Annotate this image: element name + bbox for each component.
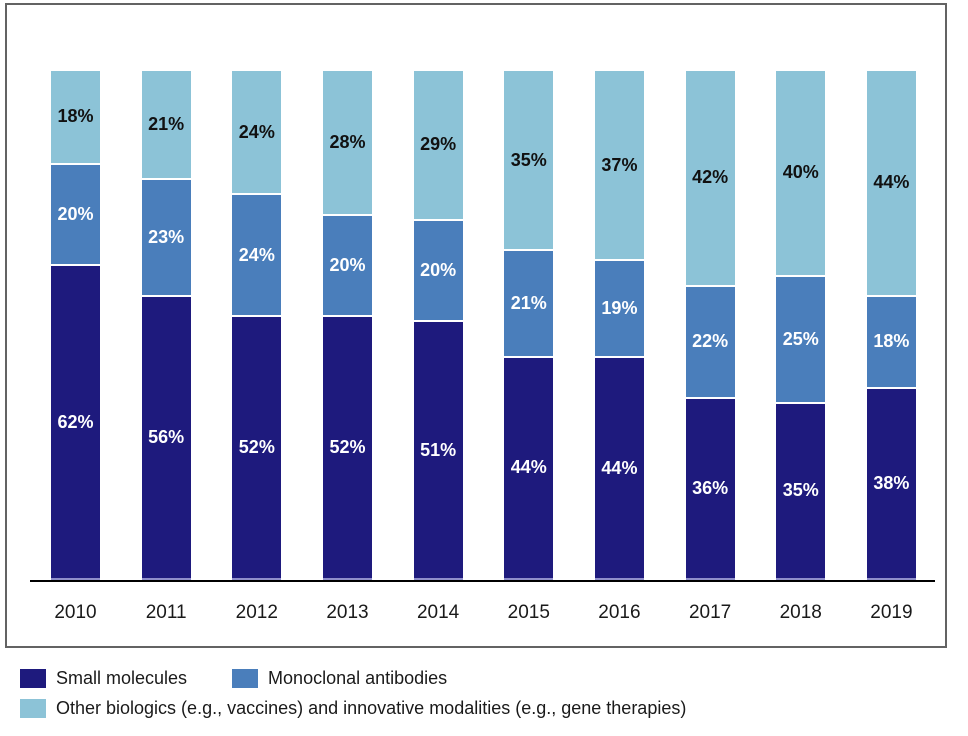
segment-2016-monoclonal-antibodies: 19%	[594, 259, 644, 357]
segment-2019-monoclonal-antibodies: 18%	[866, 294, 916, 387]
segment-value-label: 25%	[782, 328, 819, 349]
x-tick-label-2016: 2016	[598, 602, 641, 623]
bar-2015: 35% 21% 44%	[504, 71, 554, 580]
segment-2010-monoclonal-antibodies: 20%	[51, 162, 100, 265]
segment-2013-other-biologics: 28%	[322, 71, 372, 214]
segment-2018-monoclonal-antibodies: 25%	[776, 274, 826, 402]
segment-2019-other-biologics: 44%	[866, 71, 916, 295]
segment-2015-small-molecules: 44%	[504, 356, 554, 580]
segment-2017-small-molecules: 36%	[685, 396, 735, 580]
segment-value-label: 56%	[148, 426, 185, 447]
segment-2014-small-molecules: 51%	[413, 320, 463, 580]
bar-2016: 37% 19% 44%	[594, 71, 644, 580]
legend-swatch-icon	[20, 699, 46, 718]
segment-2012-monoclonal-antibodies: 24%	[232, 193, 282, 316]
segment-value-label: 52%	[238, 437, 275, 458]
bar-2013: 28% 20% 52%	[322, 71, 372, 580]
segment-value-label: 19%	[601, 298, 638, 319]
segment-2014-monoclonal-antibodies: 20%	[413, 218, 463, 321]
bar-2011: 21% 23% 56%	[141, 71, 191, 580]
segment-2011-other-biologics: 21%	[141, 71, 191, 178]
segment-2012-other-biologics: 24%	[232, 71, 282, 194]
segment-value-label: 18%	[57, 106, 94, 127]
x-tick-label-2017: 2017	[688, 602, 732, 623]
segment-value-label: 28%	[329, 131, 366, 152]
segment-2010-small-molecules: 62%	[51, 264, 100, 580]
segment-value-label: 20%	[420, 260, 457, 280]
segment-value-label: 40%	[782, 162, 819, 183]
legend-row-1: Small molecules Monoclonal antibodies	[20, 668, 686, 689]
segment-value-label: 24%	[238, 244, 275, 265]
legend-label: Other biologics (e.g., vaccines) and inn…	[56, 698, 687, 718]
bars-area: 18% 20% 62% 21% 23% 56% 24% 24% 52% 28% 20% 52% 29% 2…	[51, 71, 916, 580]
legend-item-monoclonal-antibodies: Monoclonal antibodies	[232, 668, 447, 689]
segment-2017-other-biologics: 42%	[685, 71, 735, 285]
segment-value-label: 52%	[329, 437, 366, 458]
segment-value-label: 44%	[873, 172, 910, 193]
segment-value-label: 44%	[510, 457, 547, 478]
segment-2012-small-molecules: 52%	[232, 315, 282, 580]
segment-value-label: 22%	[692, 331, 729, 352]
segment-2016-small-molecules: 44%	[594, 356, 644, 580]
bar-2019: 44% 18% 38%	[866, 71, 916, 580]
segment-value-label: 35%	[782, 480, 819, 501]
bar-2017: 42% 22% 36%	[685, 71, 735, 580]
legend-item-other-biologics: Other biologics (e.g., vaccines) and inn…	[20, 698, 686, 719]
segment-value-label: 38%	[873, 472, 910, 493]
segment-value-label: 23%	[148, 226, 185, 247]
segment-value-label: 44%	[601, 457, 638, 478]
x-tick-label-2018: 2018	[779, 602, 822, 623]
segment-value-label: 62%	[57, 411, 94, 432]
segment-2013-small-molecules: 52%	[322, 315, 372, 580]
segment-2013-monoclonal-antibodies: 20%	[322, 213, 372, 316]
segment-2015-other-biologics: 35%	[504, 71, 554, 250]
legend-label: Monoclonal antibodies	[268, 668, 448, 688]
segment-2018-small-molecules: 35%	[776, 401, 826, 580]
x-axis-labels: 2010 2011 2012 2013 2014 2015 2016 2017 2018 2019	[51, 602, 916, 624]
legend-swatch-icon	[232, 669, 259, 688]
segment-value-label: 18%	[873, 331, 910, 352]
segment-value-label: 42%	[692, 167, 729, 188]
bar-2018: 40% 25% 35%	[776, 71, 826, 580]
segment-value-label: 37%	[601, 154, 638, 175]
segment-2015-monoclonal-antibodies: 21%	[504, 249, 554, 357]
x-tick-label-2014: 2014	[416, 602, 460, 623]
segment-2016-other-biologics: 37%	[594, 71, 644, 260]
x-axis-line	[30, 580, 935, 582]
segment-2014-other-biologics: 29%	[413, 71, 463, 219]
bar-2014: 29% 20% 51%	[413, 71, 463, 580]
chart-frame: 18% 20% 62% 21% 23% 56% 24% 24% 52% 28% 20% 52% 29% 2…	[5, 3, 947, 648]
segment-2010-other-biologics: 18%	[51, 71, 100, 163]
segment-value-label: 24%	[238, 121, 275, 142]
legend-item-small-molecules: Small molecules	[20, 668, 187, 689]
segment-value-label: 20%	[57, 204, 94, 224]
x-tick-label-2013: 2013	[326, 602, 369, 623]
segment-2018-other-biologics: 40%	[776, 71, 826, 275]
bar-2012: 24% 24% 52%	[232, 71, 282, 580]
x-tick-label-2015: 2015	[507, 602, 550, 623]
segment-value-label: 51%	[420, 439, 457, 460]
segment-value-label: 36%	[692, 477, 729, 498]
bar-2010: 18% 20% 62%	[51, 71, 100, 580]
segment-value-label: 20%	[329, 254, 366, 275]
x-tick-label-2019: 2019	[870, 602, 913, 623]
segment-2011-small-molecules: 56%	[141, 294, 191, 580]
segment-2019-small-molecules: 38%	[866, 386, 916, 580]
x-tick-label-2010: 2010	[54, 602, 97, 623]
segment-2017-monoclonal-antibodies: 22%	[685, 284, 735, 397]
segment-value-label: 21%	[510, 293, 547, 314]
segment-value-label: 21%	[148, 113, 185, 134]
segment-value-label: 29%	[420, 134, 457, 155]
legend-swatch-icon	[20, 669, 46, 688]
x-tick-label-2011: 2011	[145, 602, 187, 623]
legend-label: Small molecules	[56, 668, 188, 688]
legend-row-2: Other biologics (e.g., vaccines) and inn…	[20, 698, 686, 719]
segment-2011-monoclonal-antibodies: 23%	[141, 177, 191, 295]
x-tick-label-2012: 2012	[235, 602, 278, 623]
legend: Small molecules Monoclonal antibodies Othe…	[20, 668, 686, 719]
segment-value-label: 35%	[510, 149, 547, 170]
